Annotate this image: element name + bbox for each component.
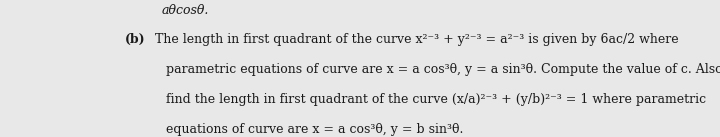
Text: find the length in first quadrant of the curve (x/a)²⁻³ + (y/b)²⁻³ = 1 where par: find the length in first quadrant of the… xyxy=(166,93,706,106)
Text: The length in first quadrant of the curve x²⁻³ + y²⁻³ = a²⁻³ is given by 6ac/2 w: The length in first quadrant of the curv… xyxy=(151,33,679,46)
Text: equations of curve are x = a cos³θ, y = b sin³θ.: equations of curve are x = a cos³θ, y = … xyxy=(166,123,463,136)
Text: (b): (b) xyxy=(125,33,145,46)
Text: aθcosθ.: aθcosθ. xyxy=(162,4,210,17)
Text: parametric equations of curve are x = a cos³θ, y = a sin³θ. Compute the value of: parametric equations of curve are x = a … xyxy=(166,63,720,76)
